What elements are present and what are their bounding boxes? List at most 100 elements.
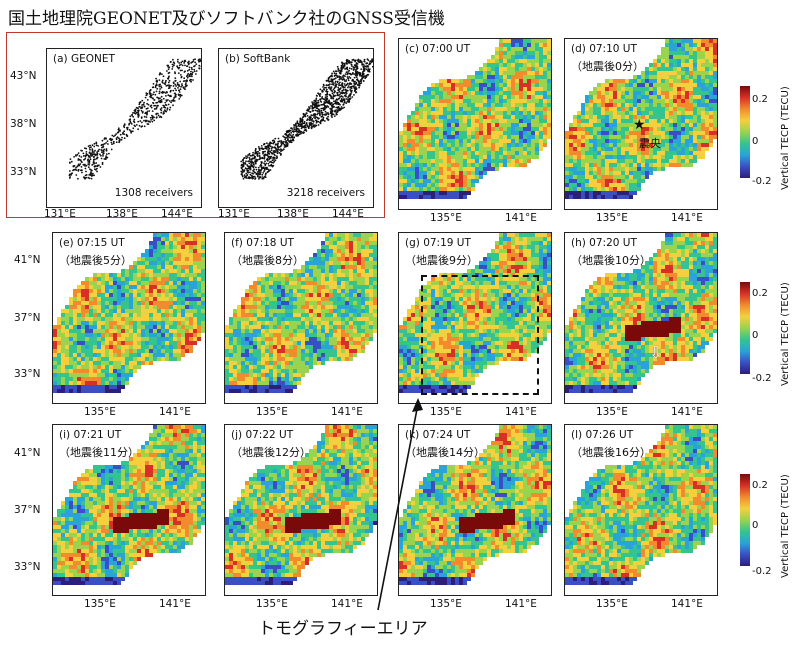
tec-cell (475, 163, 479, 167)
receiver-map-softbank (240, 58, 373, 180)
tec-cell (685, 147, 689, 151)
receiver-dot (307, 108, 310, 111)
receiver-dot (193, 68, 196, 71)
tec-cell (181, 305, 185, 309)
tec-cell (455, 139, 459, 143)
receiver-dot (96, 154, 99, 156)
tec-cell (637, 83, 641, 87)
receiver-dot (311, 102, 314, 105)
receiver-dot (326, 90, 329, 93)
tec-cell (141, 289, 145, 293)
tec-cell (471, 179, 475, 183)
receiver-dot (187, 63, 190, 66)
tec-cell (511, 107, 515, 111)
tec-cell (511, 123, 515, 127)
receiver-dot (181, 60, 184, 63)
tec-cell (427, 99, 431, 103)
tec-cell (141, 293, 145, 297)
receiver-dot (174, 83, 177, 86)
tec-cell (141, 317, 145, 321)
tec-cell (423, 107, 427, 111)
tec-cell (673, 51, 677, 55)
tec-cell (491, 63, 495, 67)
tec-cell (597, 119, 601, 123)
tec-cell (669, 91, 673, 95)
receiver-dot (191, 68, 193, 71)
tec-cell (705, 107, 709, 111)
tec-cell (597, 83, 601, 87)
tec-cell (515, 163, 519, 167)
tec-cell (173, 317, 177, 321)
receiver-dot (367, 66, 370, 68)
tec-cell (689, 47, 693, 51)
tec-cell (423, 115, 427, 119)
tec-cell (439, 195, 443, 199)
tec-cell (415, 155, 419, 159)
tec-cell (157, 289, 161, 293)
tec-cell (697, 63, 701, 67)
tec-cell (605, 107, 609, 111)
receiver-dot (366, 62, 369, 65)
receiver-dot (153, 91, 155, 94)
tec-cell (177, 281, 181, 285)
receiver-dot (327, 77, 330, 80)
tec-cell (527, 47, 531, 51)
tec-cell (685, 115, 689, 119)
tec-cell (427, 147, 431, 151)
tec-cell (117, 277, 121, 281)
receiver-dot (163, 105, 166, 107)
receiver-dot (316, 116, 319, 119)
tec-cell (551, 47, 552, 51)
tec-cell (93, 325, 97, 329)
tec-cell (633, 127, 637, 131)
tec-cell (427, 91, 431, 95)
tec-cell (629, 151, 633, 155)
tec-cell (177, 317, 181, 321)
tec-cell (419, 95, 423, 99)
receiver-dot (340, 95, 343, 97)
tec-cell (673, 143, 677, 147)
tec-cell (527, 75, 531, 79)
tec-cell (645, 79, 649, 83)
receiver-dot (184, 59, 186, 62)
tec-cell (197, 325, 201, 329)
receiver-dot (246, 164, 248, 166)
receiver-dot (82, 152, 85, 155)
tec-cell (669, 127, 673, 131)
receiver-dot (91, 174, 94, 177)
tec-cell (677, 63, 681, 67)
tec-cell (201, 325, 205, 329)
tec-cell (129, 273, 133, 277)
tec-cell (85, 317, 89, 321)
tec-cell (507, 59, 511, 63)
receiver-dot (334, 77, 337, 80)
receiver-dot (255, 168, 258, 171)
tec-cell (439, 191, 443, 195)
tec-cell (713, 55, 717, 59)
tec-cell (427, 131, 431, 135)
tec-cell (649, 87, 653, 91)
tec-cell (585, 179, 589, 183)
receiver-dot (184, 64, 186, 67)
tec-cell (483, 139, 487, 143)
receiver-dot (274, 154, 276, 157)
tec-cell (177, 253, 181, 257)
tec-cell (121, 325, 125, 329)
receiver-dot (133, 121, 136, 124)
tec-cell (443, 115, 447, 119)
tec-cell (709, 119, 713, 123)
tec-cell (435, 171, 439, 175)
tec-cell (589, 187, 593, 191)
tec-cell (551, 111, 552, 115)
tec-cell (443, 131, 447, 135)
tec-cell (705, 67, 709, 71)
tec-cell (57, 317, 61, 321)
tec-cell (573, 155, 577, 159)
tec-cell (677, 79, 681, 83)
tec-cell (149, 297, 153, 301)
tec-cell (621, 87, 625, 91)
receiver-dot (97, 150, 100, 152)
tec-cell (523, 111, 527, 115)
tec-cell (157, 325, 161, 329)
tec-cell (181, 281, 185, 285)
